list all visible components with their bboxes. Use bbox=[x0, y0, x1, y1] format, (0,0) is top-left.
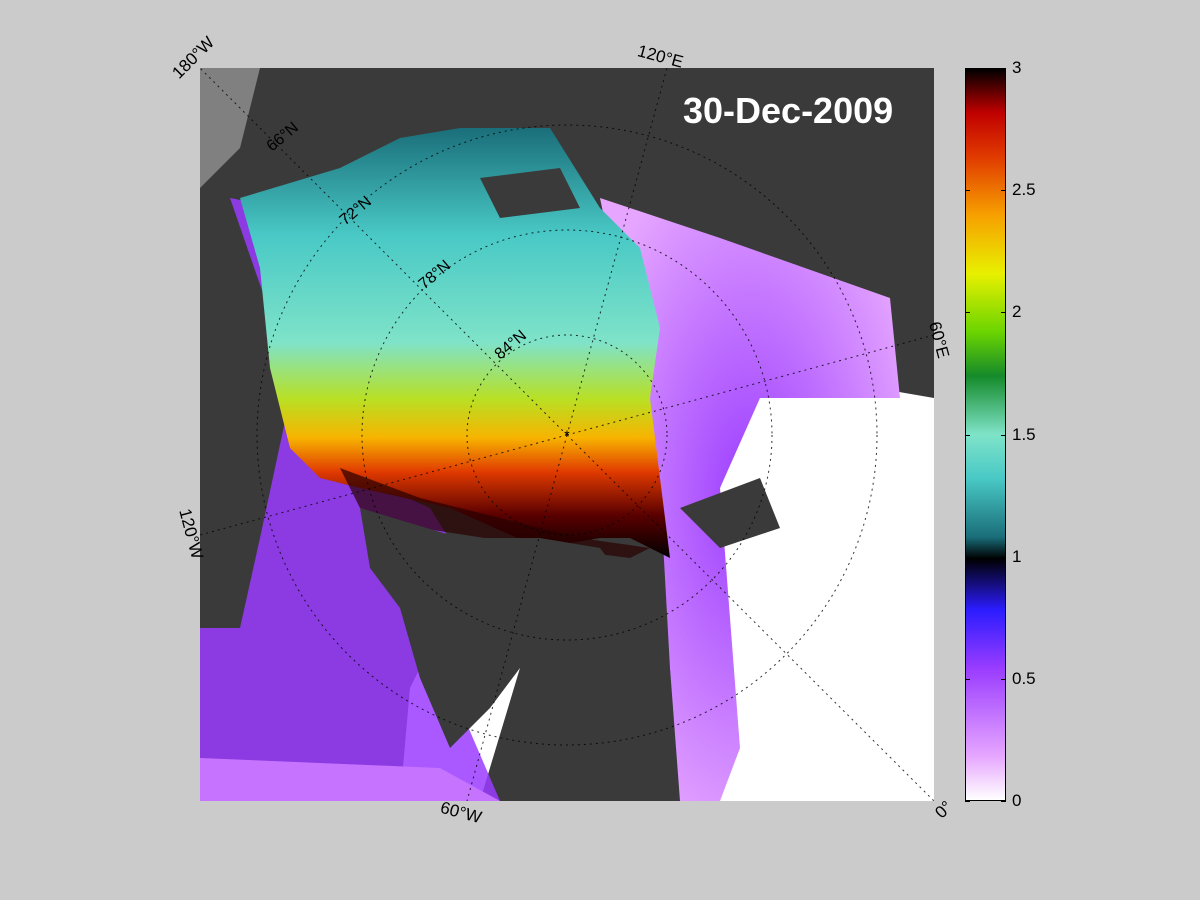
colorbar-tick-label: 1.5 bbox=[1012, 424, 1036, 444]
colorbar-tick-label: 0.5 bbox=[1012, 668, 1036, 688]
open-water bbox=[670, 368, 934, 801]
lon-label-60w: 60°W bbox=[438, 797, 484, 828]
gray-land-patch bbox=[200, 68, 260, 188]
thickest-ice bbox=[340, 468, 650, 558]
colorbar-tick-mark bbox=[965, 68, 970, 69]
colorbar-tick-label: 2 bbox=[1012, 302, 1022, 322]
graticule bbox=[200, 68, 934, 801]
colorbar-tick-label: 3 bbox=[1012, 58, 1022, 77]
thin-ice-south bbox=[200, 758, 500, 801]
colorbar-tick-mark bbox=[1001, 801, 1006, 802]
colorbar-tick-label: 1 bbox=[1012, 546, 1022, 566]
map-canvas: * 66°N 72°N 78°N 84°N bbox=[200, 68, 934, 801]
colorbar-tick-mark bbox=[965, 190, 970, 192]
colorbar-tick-mark bbox=[1001, 556, 1006, 558]
colorbar-tick-mark bbox=[1001, 678, 1006, 680]
thin-ice-east bbox=[600, 198, 900, 801]
sea-ice-map: * 66°N 72°N 78°N 84°N bbox=[200, 68, 934, 801]
colorbar-tick-mark bbox=[1001, 434, 1006, 436]
svalbard bbox=[680, 478, 780, 548]
colorbar-tick-mark bbox=[1001, 312, 1006, 314]
colorbar-tick-mark bbox=[965, 678, 970, 680]
colorbar-tick-mark bbox=[965, 556, 970, 558]
colorbar-tick-mark bbox=[1001, 190, 1006, 192]
colorbar-tick-mark bbox=[965, 434, 970, 436]
colorbar-tick-label: 0 bbox=[1012, 791, 1022, 810]
pole-marker: * bbox=[564, 427, 570, 443]
colorbar bbox=[965, 68, 1006, 801]
colorbar-tick-mark bbox=[965, 801, 970, 802]
pack-ice bbox=[240, 128, 670, 558]
greenland-coast bbox=[360, 508, 630, 748]
siberian-islands bbox=[480, 168, 580, 218]
date-label: 30-Dec-2009 bbox=[683, 90, 894, 131]
colorbar-tick-mark bbox=[965, 312, 970, 314]
lon-label-0: 0° bbox=[931, 797, 957, 823]
colorbar-tick-label: 2.5 bbox=[1012, 180, 1036, 200]
colorbar-tick-mark bbox=[1001, 68, 1006, 69]
